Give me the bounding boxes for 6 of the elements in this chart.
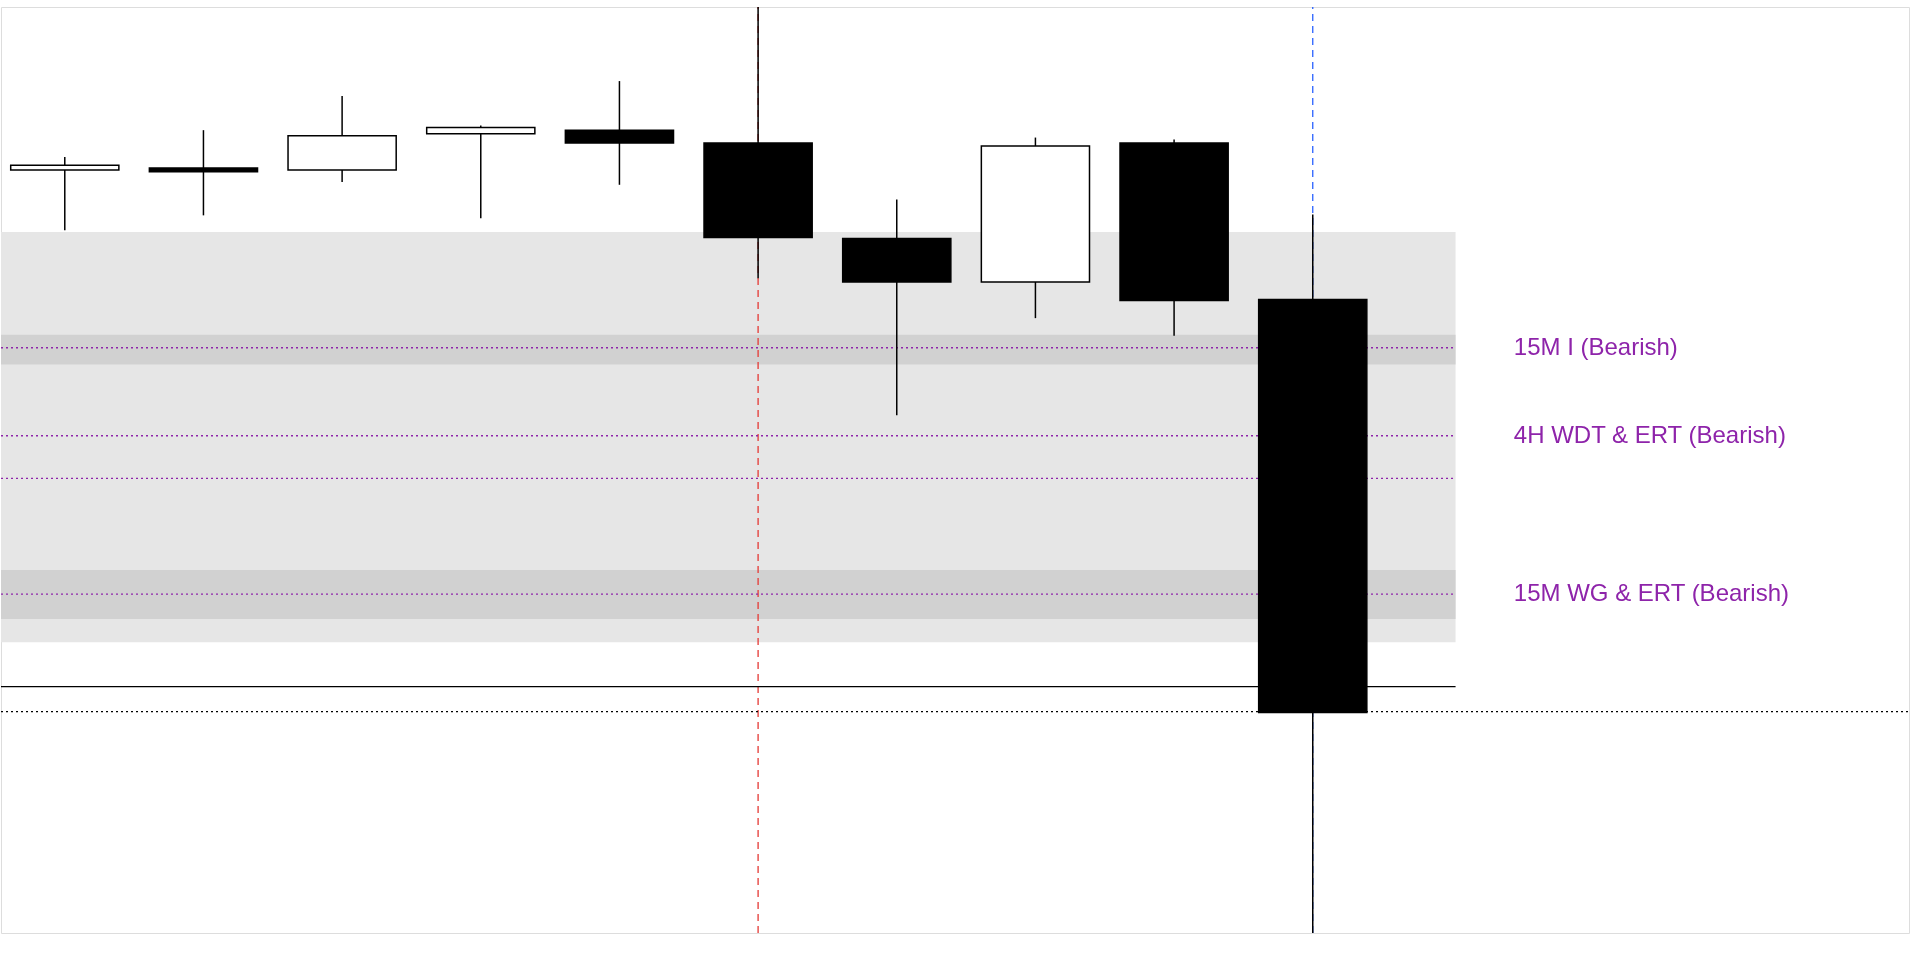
candlestick <box>425 124 536 219</box>
candlestick <box>9 156 120 231</box>
ref-line-label: 4H WDT & ERT (Bearish) <box>1513 420 1786 448</box>
ref-line-label: 15M I (Bearish) <box>1513 332 1678 360</box>
candlestick <box>148 129 259 217</box>
ref-line-label: 15M WG & ERT (Bearish) <box>1513 579 1789 607</box>
